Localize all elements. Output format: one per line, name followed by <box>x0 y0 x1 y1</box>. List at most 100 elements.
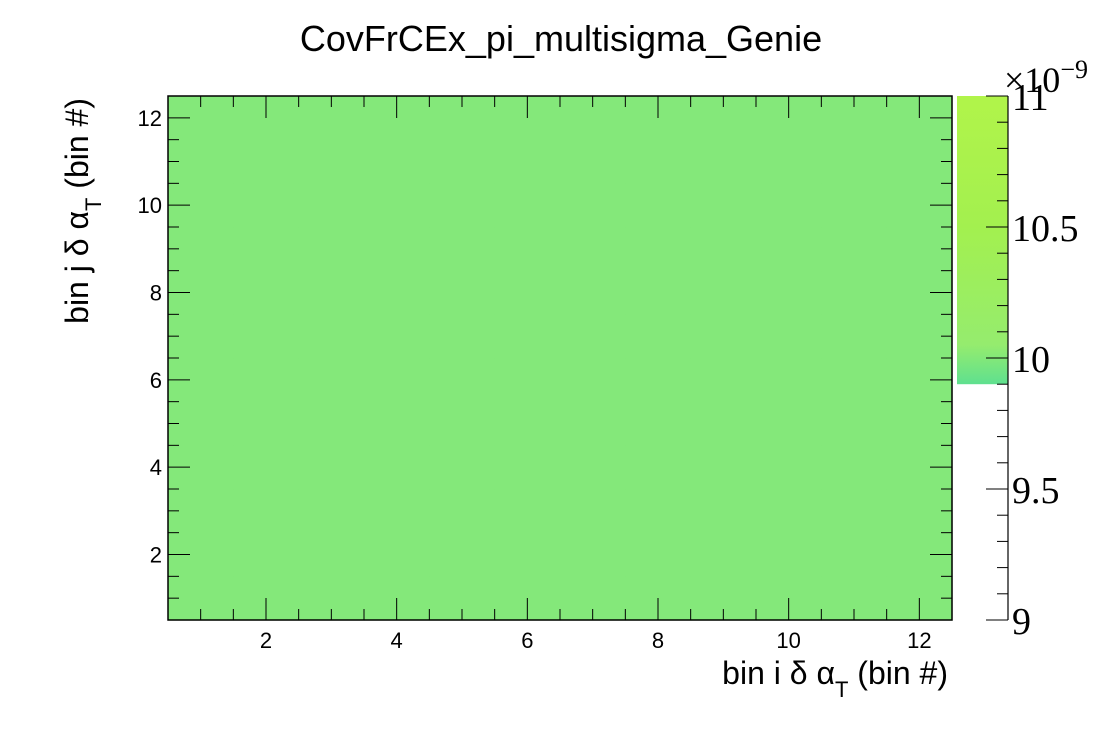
heatmap-cell <box>233 445 300 490</box>
heatmap-cell <box>560 314 626 359</box>
heatmap-cell <box>494 401 561 446</box>
heatmap-cell <box>756 401 822 446</box>
heatmap-cell <box>233 139 300 184</box>
heatmap-cell <box>756 227 822 272</box>
heatmap-cell <box>821 532 888 577</box>
colorbar-tick-label: 10 <box>1012 339 1050 381</box>
heatmap-cell <box>625 489 692 534</box>
x-tick-label: 4 <box>391 628 403 653</box>
heatmap-cell <box>494 227 561 272</box>
heatmap-cell <box>233 270 300 315</box>
heatmap-cell <box>560 532 626 577</box>
heatmap-cell <box>756 139 822 184</box>
heatmap-cell <box>298 183 365 228</box>
heatmap-cell <box>821 489 888 534</box>
heatmap-cell <box>364 139 430 184</box>
y-tick-label: 6 <box>150 368 162 393</box>
heatmap-cell <box>756 532 822 577</box>
heatmap-cell <box>494 358 561 403</box>
x-tick-label: 10 <box>776 628 800 653</box>
chart-title-box: CovFrCEx_pi_multisigma_Genie <box>247 8 875 70</box>
heatmap-cell <box>298 270 365 315</box>
x-tick-label: 12 <box>907 628 931 653</box>
heatmap-cell <box>298 227 365 272</box>
heatmap-cell <box>625 445 692 490</box>
heatmap-cell <box>429 489 496 534</box>
y-tick-label: 2 <box>150 543 162 568</box>
y-tick-label: 12 <box>138 106 162 131</box>
heatmap-cell <box>364 445 430 490</box>
heatmap-cell <box>364 489 430 534</box>
heatmap-cell <box>690 139 757 184</box>
heatmap-cell <box>233 183 300 228</box>
heatmap-cell <box>298 139 365 184</box>
heatmap-cell <box>233 489 300 534</box>
heatmap-cell <box>560 183 626 228</box>
heatmap-cell <box>821 270 888 315</box>
heatmap-cell <box>429 314 496 359</box>
heatmap-cell <box>625 227 692 272</box>
heatmap-cell <box>690 489 757 534</box>
heatmap-cell <box>756 489 822 534</box>
heatmap-cell <box>821 139 888 184</box>
heatmap-cell <box>364 314 430 359</box>
heatmap-cell <box>625 532 692 577</box>
heatmap-cell <box>494 139 561 184</box>
colorbar-tick-label: 9.5 <box>1012 470 1060 512</box>
plot-layer <box>168 96 953 621</box>
x-tick-label: 2 <box>260 628 272 653</box>
heatmap-cell <box>364 270 430 315</box>
heatmap-cell <box>364 532 430 577</box>
heatmap-cell <box>625 314 692 359</box>
heatmap-cell <box>494 183 561 228</box>
heatmap-cell <box>690 358 757 403</box>
heatmap-cell <box>625 358 692 403</box>
heatmap-cell <box>494 489 561 534</box>
heatmap-cell <box>233 314 300 359</box>
heatmap-cell <box>364 401 430 446</box>
heatmap-cell <box>821 314 888 359</box>
heatmap-cell <box>298 401 365 446</box>
heatmap-cell <box>364 358 430 403</box>
heatmap-cell <box>756 183 822 228</box>
y-axis-label: bin j δ αT (bin #) <box>59 98 106 324</box>
x-axis-label: bin i δ αT (bin #) <box>722 655 948 702</box>
heatmap-cell <box>560 445 626 490</box>
heatmap-cell <box>560 270 626 315</box>
heatmap-cell <box>494 445 561 490</box>
heatmap-cell <box>298 358 365 403</box>
heatmap-cell <box>690 227 757 272</box>
heatmap-cell <box>560 358 626 403</box>
colorbar-tick-label: 9 <box>1012 601 1031 643</box>
heatmap-cell <box>625 270 692 315</box>
heatmap-cell <box>625 401 692 446</box>
heatmap-cell <box>821 358 888 403</box>
heatmap-cell <box>756 314 822 359</box>
heatmap-cell <box>429 401 496 446</box>
heatmap-cell <box>560 489 626 534</box>
heatmap-cell <box>429 358 496 403</box>
heatmap-cell <box>298 314 365 359</box>
heatmap-cell <box>298 445 365 490</box>
heatmap-cell <box>233 532 300 577</box>
axis-layer: 2 4 6 8 10 12 2 4 6 8 10 12 <box>138 95 953 653</box>
heatmap-cell <box>494 532 561 577</box>
y-tick-label: 8 <box>150 281 162 306</box>
heatmap-cell <box>364 183 430 228</box>
y-tick-label: 4 <box>150 455 162 480</box>
colorbar-tick-label: 11 <box>1012 77 1049 119</box>
heatmap-cell <box>625 183 692 228</box>
heatmap-cell <box>429 227 496 272</box>
heatmap-cell <box>690 183 757 228</box>
heatmap-cell <box>298 532 365 577</box>
colorbar-layer: 9 9.5 10 10.5 11×10−9 <box>957 55 1088 643</box>
heatmap-cell <box>494 270 561 315</box>
heatmap-cell <box>821 445 888 490</box>
heatmap-cell <box>756 358 822 403</box>
heatmap-cell <box>429 270 496 315</box>
heatmap-cell <box>560 139 626 184</box>
heatmap-cell <box>560 227 626 272</box>
y-tick-label: 10 <box>138 193 162 218</box>
heatmap-cell <box>364 227 430 272</box>
